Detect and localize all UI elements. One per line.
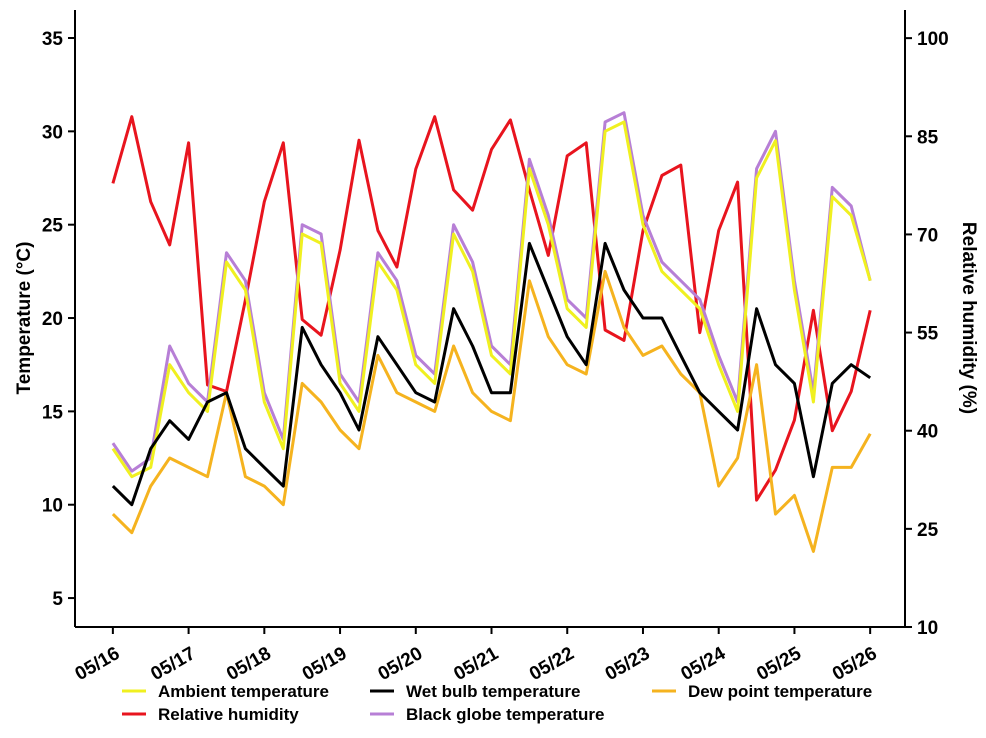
y2-tick-label: 100 <box>917 29 949 50</box>
series-line <box>111 120 872 479</box>
y-tick-label: 25 <box>42 216 64 237</box>
y-tick-label: 10 <box>42 496 63 517</box>
y-axis-title: Temperature (°C) <box>14 242 35 395</box>
legend-label: Relative humidity <box>158 705 299 724</box>
y2-tick-label: 70 <box>917 225 938 246</box>
x-tick-label: 05/23 <box>602 643 654 685</box>
y-tick-label: 35 <box>42 29 64 50</box>
x-tick-label: 05/26 <box>829 643 881 685</box>
legend-label: Black globe temperature <box>406 705 604 724</box>
series-line <box>111 115 872 502</box>
x-tick-label: 05/18 <box>223 643 275 685</box>
y-tick-label: 20 <box>42 309 63 330</box>
y2-axis-title: Relative humidity (%) <box>958 222 979 414</box>
series-line <box>111 241 872 507</box>
series-line <box>111 269 872 553</box>
x-tick-label: 05/25 <box>753 643 805 685</box>
legend-label: Ambient temperature <box>158 682 329 701</box>
y2-tick-label: 25 <box>917 520 939 541</box>
legend-label: Dew point temperature <box>688 682 872 701</box>
x-tick-label: 05/20 <box>375 643 427 685</box>
x-tick-label: 05/16 <box>72 643 124 685</box>
y-tick-label: 15 <box>42 402 64 423</box>
x-tick-label: 05/22 <box>526 643 578 685</box>
x-tick-label: 05/21 <box>450 643 502 685</box>
x-tick-label: 05/19 <box>299 643 351 685</box>
y2-tick-label: 10 <box>917 618 938 639</box>
x-tick-label: 05/24 <box>678 643 730 685</box>
series-line <box>111 111 872 473</box>
y-tick-label: 5 <box>52 589 63 610</box>
y2-tick-label: 85 <box>917 127 939 148</box>
y2-tick-label: 40 <box>917 422 938 443</box>
x-tick-label: 05/17 <box>147 643 199 685</box>
y-tick-label: 30 <box>42 122 63 143</box>
y2-tick-label: 55 <box>917 324 939 345</box>
legend-label: Wet bulb temperature <box>406 682 580 701</box>
